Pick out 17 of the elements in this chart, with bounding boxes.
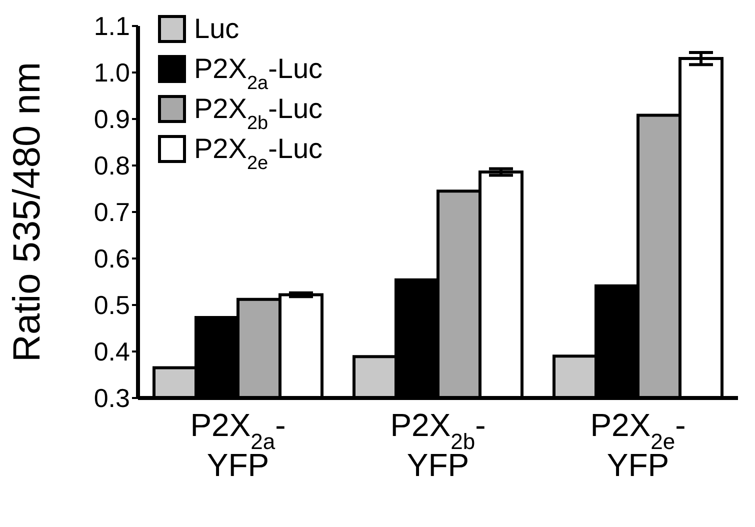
y-tick-label: 0.8 (94, 150, 130, 181)
y-axis-title: Ratio 535/480 nm (6, 62, 48, 362)
x-tick-label: P2X$_{2e}$-YFP (590, 407, 686, 483)
y-tick-label: 0.4 (94, 336, 130, 367)
y-tick-label: 0.6 (94, 244, 130, 274)
y-tick-label: 1.0 (94, 58, 130, 88)
legend-label: P2X$_{2b}$-Luc (194, 93, 323, 134)
y-tick-label: 0.7 (94, 197, 130, 228)
y-tick-label: 0.9 (94, 104, 130, 134)
y-tick-label: 0.3 (94, 383, 130, 414)
legend-label: Luc (194, 13, 240, 44)
y-tick-label: 0.5 (94, 290, 130, 320)
legend-label: P2X$_{2a}$-Luc (194, 53, 323, 94)
x-tick-label: P2X$_{2a}$-YFP (190, 407, 286, 483)
x-tick-label: P2X$_{2b}$-YFP (390, 407, 486, 483)
y-tick-label: 1.1 (94, 11, 130, 42)
legend-label: P2X$_{2e}$-Luc (194, 133, 323, 174)
